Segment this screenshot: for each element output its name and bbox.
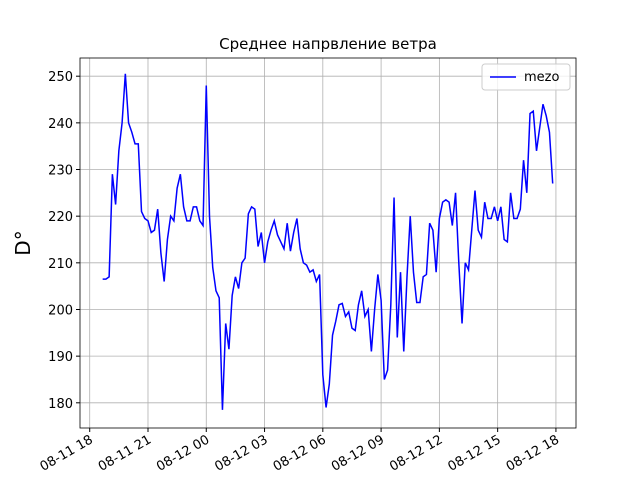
x-tick-label: 08-12 12 [387, 432, 445, 474]
y-axis-label: D° [11, 230, 35, 255]
x-tick-label: 08-11 18 [38, 432, 96, 474]
chart-title: Среднее напрвление ветра [219, 35, 437, 53]
x-tick-label: 08-12 09 [329, 432, 387, 474]
y-tick-label: 190 [48, 350, 73, 365]
data-line [102, 73, 554, 410]
y-tick-label: 200 [48, 303, 73, 318]
plot-frame [79, 57, 577, 429]
legend-label: mezo [524, 70, 559, 85]
y-tick-label: 220 [48, 210, 73, 225]
y-tick-label: 230 [48, 164, 73, 179]
x-tick-label: 08-12 00 [154, 432, 212, 474]
legend-box [481, 63, 571, 91]
y-tick-label: 240 [48, 117, 73, 132]
x-tick-label: 08-12 06 [271, 432, 329, 474]
y-tick-label: 250 [48, 70, 73, 85]
y-tick-label: 180 [48, 397, 73, 412]
x-tick-label: 08-12 18 [504, 432, 562, 474]
x-tick-label: 08-12 15 [446, 432, 504, 474]
x-tick-label: 08-12 03 [212, 432, 270, 474]
x-tick-label: 08-11 21 [96, 432, 154, 474]
y-tick-label: 210 [48, 257, 73, 272]
